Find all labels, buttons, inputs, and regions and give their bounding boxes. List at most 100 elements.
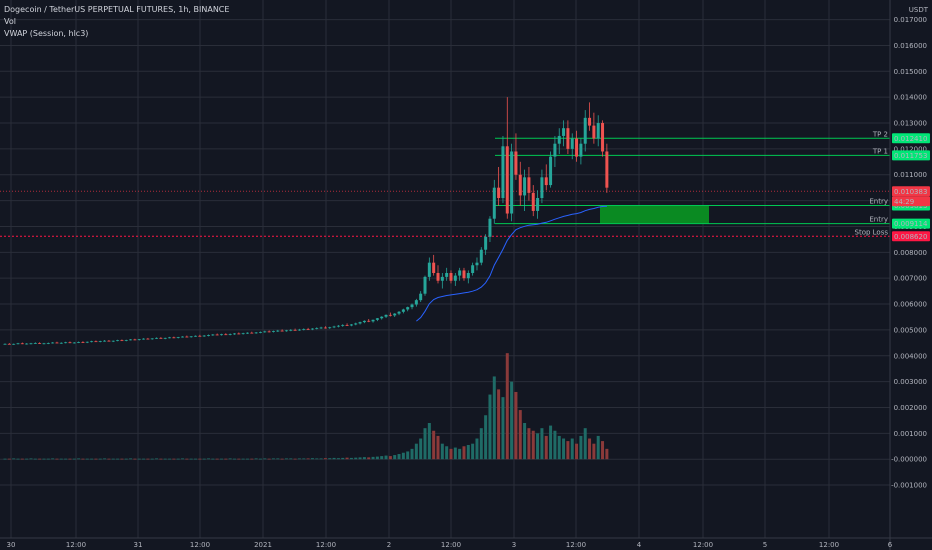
vwap-indicator-label[interactable]: VWAP (Session, hlc3) bbox=[4, 29, 89, 38]
candle-body bbox=[592, 125, 596, 139]
candle-body bbox=[98, 341, 102, 342]
volume-bar bbox=[492, 376, 496, 460]
candle-body bbox=[133, 339, 137, 341]
last-price-tag: 0.010383 bbox=[894, 188, 927, 196]
candle-body bbox=[445, 273, 449, 277]
candle-body bbox=[271, 331, 275, 332]
candle-body bbox=[367, 320, 371, 322]
volume-bar bbox=[553, 430, 557, 460]
entry-zone-box[interactable] bbox=[600, 205, 709, 224]
volume-bar bbox=[315, 458, 319, 460]
candle-body bbox=[107, 340, 111, 342]
volume-bar bbox=[107, 458, 111, 460]
candle-body bbox=[276, 330, 280, 332]
volume-bar bbox=[471, 443, 475, 460]
volume-bar bbox=[527, 428, 531, 460]
volume-bar bbox=[414, 443, 418, 460]
volume-bar bbox=[341, 457, 345, 460]
volume-bar bbox=[258, 458, 262, 460]
countdown-tag-bg[interactable] bbox=[892, 196, 930, 207]
volume-bar bbox=[579, 435, 583, 460]
volume-bar bbox=[310, 458, 314, 460]
price-tick-label: 0.002000 bbox=[894, 404, 927, 412]
volume-bar bbox=[215, 458, 219, 460]
level-name-label: TP 2 bbox=[872, 130, 888, 138]
price-tick-label: 0.016000 bbox=[894, 42, 927, 50]
volume-bar bbox=[596, 435, 600, 460]
volume-bar bbox=[232, 458, 236, 460]
volume-bar bbox=[419, 438, 423, 460]
candle-body bbox=[436, 273, 440, 281]
candle-body bbox=[540, 177, 544, 199]
last-price-tag-bg[interactable] bbox=[892, 186, 930, 197]
candle-body bbox=[172, 337, 176, 339]
candle-body bbox=[358, 322, 362, 324]
volume-bar bbox=[488, 394, 492, 460]
volume-indicator-label[interactable]: Vol bbox=[4, 17, 16, 26]
candle-body bbox=[202, 335, 206, 337]
volume-bar bbox=[436, 435, 440, 460]
volume-bar bbox=[59, 458, 63, 460]
candle-body bbox=[505, 146, 509, 214]
volume-bar bbox=[523, 422, 527, 460]
volume-bar bbox=[505, 353, 509, 460]
volume-bar bbox=[64, 458, 68, 460]
volume-bar bbox=[81, 458, 85, 460]
candle-body bbox=[349, 324, 353, 326]
candle-body bbox=[3, 343, 7, 345]
volume-bar bbox=[228, 458, 232, 460]
candle-body bbox=[315, 328, 319, 329]
volume-bar bbox=[432, 430, 436, 460]
candle-body bbox=[16, 343, 20, 345]
volume-bar bbox=[33, 458, 37, 460]
volume-bar bbox=[328, 458, 332, 460]
volume-bar bbox=[55, 458, 59, 460]
volume-bar bbox=[358, 457, 362, 460]
volume-bar bbox=[388, 456, 392, 460]
time-tick-label: 12:00 bbox=[441, 541, 461, 549]
volume-bar bbox=[103, 458, 107, 460]
candle-body bbox=[488, 218, 492, 237]
volume-bar bbox=[142, 458, 146, 460]
volume-bar bbox=[194, 458, 198, 460]
volume-bar bbox=[544, 435, 548, 460]
volume-bar bbox=[531, 430, 535, 460]
volume-bar bbox=[211, 458, 215, 460]
volume-bar bbox=[181, 458, 185, 460]
candle-body bbox=[68, 342, 72, 344]
candle-body bbox=[536, 198, 540, 211]
volume-bar bbox=[427, 422, 431, 460]
candle-body bbox=[306, 329, 310, 330]
volume-bar bbox=[362, 457, 366, 460]
price-tick-label: 0.003000 bbox=[894, 378, 927, 386]
candle-body bbox=[579, 143, 583, 157]
candle-body bbox=[250, 332, 254, 334]
candle-body bbox=[596, 123, 600, 139]
volume-bar bbox=[176, 458, 180, 460]
level-price-tag-bg[interactable] bbox=[892, 218, 930, 229]
volume-bar bbox=[116, 458, 120, 460]
candle-body bbox=[263, 331, 267, 333]
candle-body bbox=[220, 334, 223, 336]
candle-body bbox=[384, 314, 388, 317]
candle-body bbox=[475, 262, 479, 266]
candle-body bbox=[25, 343, 29, 345]
price-tick-label: 0.015000 bbox=[894, 68, 927, 76]
level-price-tag-bg[interactable] bbox=[892, 231, 930, 242]
candle-body bbox=[232, 333, 236, 335]
level-price-tag: 0.012410 bbox=[894, 135, 927, 143]
symbol-title[interactable]: Dogecoin / TetherUS PERPETUAL FUTURES, 1… bbox=[4, 5, 230, 14]
volume-bar bbox=[536, 433, 540, 460]
level-price-tag-bg[interactable] bbox=[892, 150, 930, 161]
volume-bar bbox=[280, 458, 284, 460]
candle-body bbox=[531, 192, 535, 211]
candle-body bbox=[163, 337, 167, 339]
candle-body bbox=[207, 335, 211, 336]
price-tick-label: 0.017000 bbox=[894, 16, 927, 24]
candle-body bbox=[588, 117, 592, 126]
time-tick-label: 4 bbox=[637, 541, 642, 549]
level-price-tag-bg[interactable] bbox=[892, 133, 930, 144]
candle-body bbox=[566, 128, 570, 149]
candle-body bbox=[414, 300, 418, 305]
